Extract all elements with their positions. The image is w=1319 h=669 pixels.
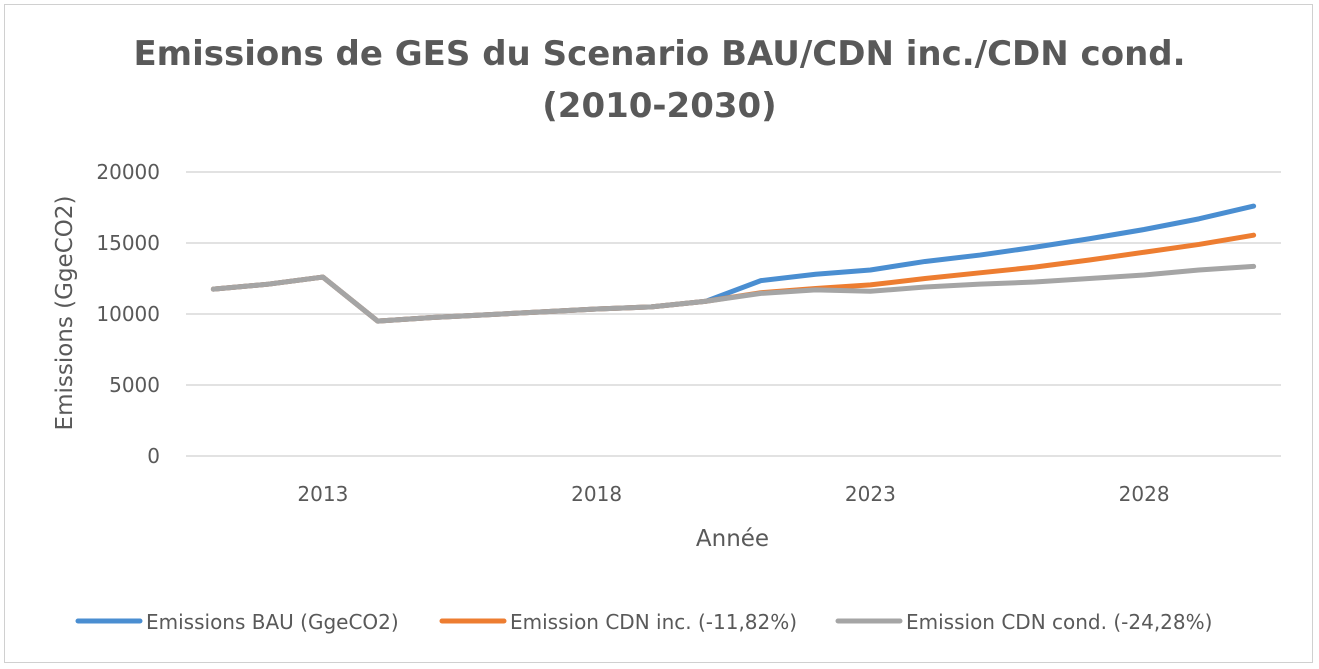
y-tick-label: 10000	[96, 302, 160, 326]
x-tick-label: 2023	[845, 482, 896, 506]
y-tick-label: 0	[147, 444, 160, 468]
x-axis-title: Année	[696, 526, 769, 552]
x-tick-label: 2028	[1119, 482, 1170, 506]
y-axis-title: Emissions (GgeCO2)	[52, 196, 78, 431]
legend-label-1: Emissions BAU (GgeCO2)	[146, 610, 399, 634]
y-tick-label: 15000	[96, 231, 160, 255]
legend-label-2: Emission CDN inc. (-11,82%)	[510, 610, 797, 634]
chart-title-line2: (2010-2030)	[542, 86, 777, 126]
y-tick-label: 20000	[96, 160, 160, 184]
x-tick-label: 2018	[571, 482, 622, 506]
y-tick-label: 5000	[109, 373, 160, 397]
series-line-1	[210, 203, 1257, 324]
series-line-3	[210, 263, 1257, 324]
chart-frame	[4, 4, 1313, 663]
legend-label-3: Emission CDN cond. (-24,28%)	[906, 610, 1212, 634]
chart-title-line1: Emissions de GES du Scenario BAU/CDN inc…	[133, 34, 1186, 74]
x-tick-label: 2013	[297, 482, 348, 506]
